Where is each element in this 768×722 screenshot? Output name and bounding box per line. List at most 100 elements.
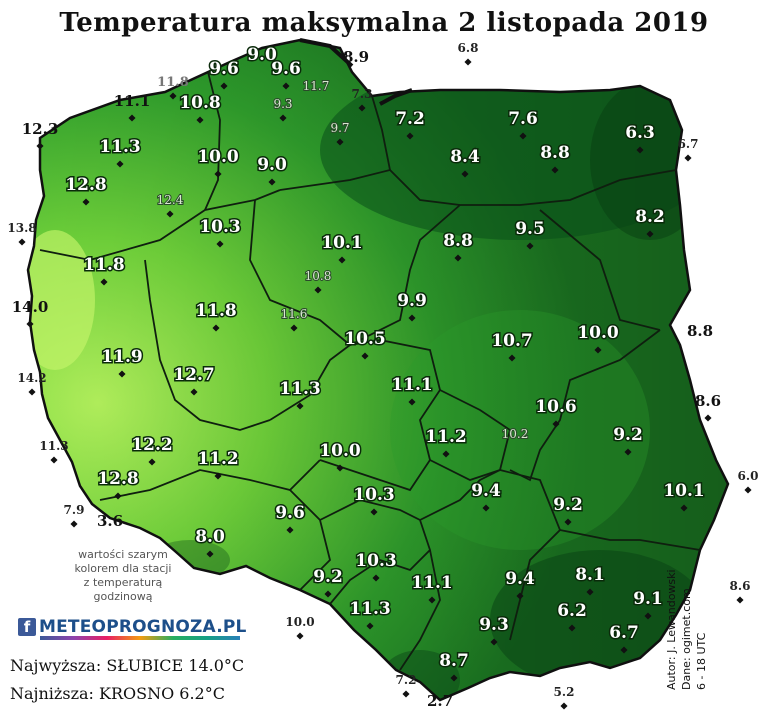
station-marker: 6.7 <box>678 137 699 162</box>
station-marker: 7.3 <box>352 87 373 112</box>
station-temperature-label: 7.9 <box>64 503 85 517</box>
station-dot <box>372 574 380 582</box>
station-dot <box>114 492 122 500</box>
station-temperature-label: 11.8 <box>83 255 124 275</box>
station-marker: 10.5 <box>343 328 387 360</box>
station-marker: 9.9 <box>396 290 428 322</box>
station-marker: 9.2 <box>612 424 644 456</box>
station-temperature-label: 12.8 <box>65 175 106 195</box>
station-temperature-label: 8.6 <box>695 392 721 410</box>
station-marker: 11.2 <box>196 448 240 480</box>
station-dot <box>704 414 712 422</box>
credits-data-source: Dane: ogimet.com <box>680 588 693 690</box>
map-title: Temperatura maksymalna 2 listopada 2019 <box>59 8 709 38</box>
station-temperature-label: 10.6 <box>535 397 576 417</box>
station-temperature-label: 10.3 <box>353 485 394 505</box>
station-marker: 8.6 <box>730 579 750 604</box>
station-temperature-label: 9.4 <box>471 481 501 501</box>
station-marker: 12.7 <box>172 364 216 396</box>
station-temperature-label: 10.8 <box>179 93 220 113</box>
station-temperature-label: 9.9 <box>397 291 427 311</box>
station-marker: 11.9 <box>100 346 144 378</box>
station-marker: 12.4 <box>156 192 185 218</box>
station-marker: 11.3 <box>98 136 142 168</box>
station-temperature-label: 10.3 <box>355 551 396 571</box>
legend-note-line: z temperaturą <box>83 576 163 589</box>
station-temperature-label: 9.7 <box>330 121 349 135</box>
station-temperature-label: 10.0 <box>319 441 361 461</box>
station-temperature-label: 10.7 <box>491 331 532 351</box>
station-temperature-label: 11.3 <box>349 599 390 619</box>
station-dot <box>214 170 222 178</box>
station-temperature-label: 9.2 <box>613 425 643 445</box>
station-temperature-label: 9.2 <box>553 495 583 515</box>
station-dot <box>166 210 174 218</box>
station-dot <box>338 256 346 264</box>
station-marker: 9.3 <box>272 96 294 122</box>
station-temperature-label: 8.1 <box>575 565 605 585</box>
station-temperature-label: 7.3 <box>352 87 373 101</box>
station-marker: 14.0 <box>12 298 48 328</box>
station-temperature-label: 11.1 <box>114 92 151 110</box>
station-temperature-label: 10.2 <box>502 427 529 441</box>
station-dot <box>100 278 108 286</box>
station-dot <box>402 690 410 698</box>
station-marker: 11.3 <box>278 378 322 410</box>
station-temperature-label: 14.2 <box>17 371 46 385</box>
station-marker: 9.3 <box>478 614 510 646</box>
station-temperature-label: 9.0 <box>247 45 277 65</box>
station-dot <box>190 388 198 396</box>
station-dot <box>370 508 378 516</box>
station-temperature-label: 7.2 <box>396 673 417 687</box>
brand-logo[interactable]: f METEOPROGNOZA.PL <box>18 614 247 640</box>
station-dot <box>196 116 204 124</box>
legend-note: wartości szarym kolorem dla stacji z tem… <box>48 548 198 604</box>
station-dot <box>366 622 374 630</box>
facebook-icon[interactable]: f <box>18 618 36 636</box>
station-marker: 7.9 <box>64 503 85 528</box>
station-dot <box>50 456 58 464</box>
station-marker: 11.2 <box>424 426 468 458</box>
station-temperature-label: 3.6 <box>97 512 123 530</box>
credits-author: Autor: J. Lewandowski <box>665 569 678 690</box>
station-dot <box>508 354 516 362</box>
station-dot <box>36 142 44 150</box>
station-dot <box>268 178 276 186</box>
station-temperature-label: 7.2 <box>395 109 425 129</box>
station-dot <box>490 638 498 646</box>
station-marker: 8.9 <box>343 48 369 66</box>
station-dot <box>428 596 436 604</box>
station-marker: 14.2 <box>17 371 47 396</box>
station-marker: 3.6 <box>97 512 123 530</box>
station-temperature-label: 10.0 <box>577 323 619 343</box>
station-dot <box>18 238 26 246</box>
station-marker: 11.1 <box>410 572 454 604</box>
station-marker: 8.6 <box>695 392 721 422</box>
station-temperature-label: 12.4 <box>157 193 184 207</box>
brand-text[interactable]: METEOPROGNOZA.PL <box>39 617 247 637</box>
station-dot <box>461 170 469 178</box>
station-dot <box>464 58 472 66</box>
station-marker: 8.8 <box>442 230 474 262</box>
station-temperature-label: 8.7 <box>439 651 469 671</box>
station-temperature-label: 10.0 <box>197 147 239 167</box>
station-marker: 7.6 <box>507 108 539 140</box>
station-dot <box>82 198 90 206</box>
station-dot <box>551 166 559 174</box>
station-dot <box>296 632 304 640</box>
station-marker: 9.6 <box>270 58 302 90</box>
station-marker: 8.2 <box>634 206 666 238</box>
station-marker: 11.8 <box>157 75 189 100</box>
station-temperature-label: 6.7 <box>678 137 699 151</box>
station-temperature-label: 9.3 <box>479 615 509 635</box>
station-temperature-label: 11.3 <box>39 439 68 453</box>
station-marker: 6.0 <box>738 469 758 494</box>
station-temperature-label: 8.8 <box>687 322 713 340</box>
station-temperature-label: 11.3 <box>279 379 320 399</box>
station-marker: 10.3 <box>354 550 398 582</box>
station-temperature-label: 11.2 <box>197 449 238 469</box>
station-marker: 10.7 <box>490 330 534 362</box>
station-temperature-label: 10.1 <box>663 481 704 501</box>
station-dot <box>560 702 568 710</box>
station-dot <box>552 420 560 428</box>
